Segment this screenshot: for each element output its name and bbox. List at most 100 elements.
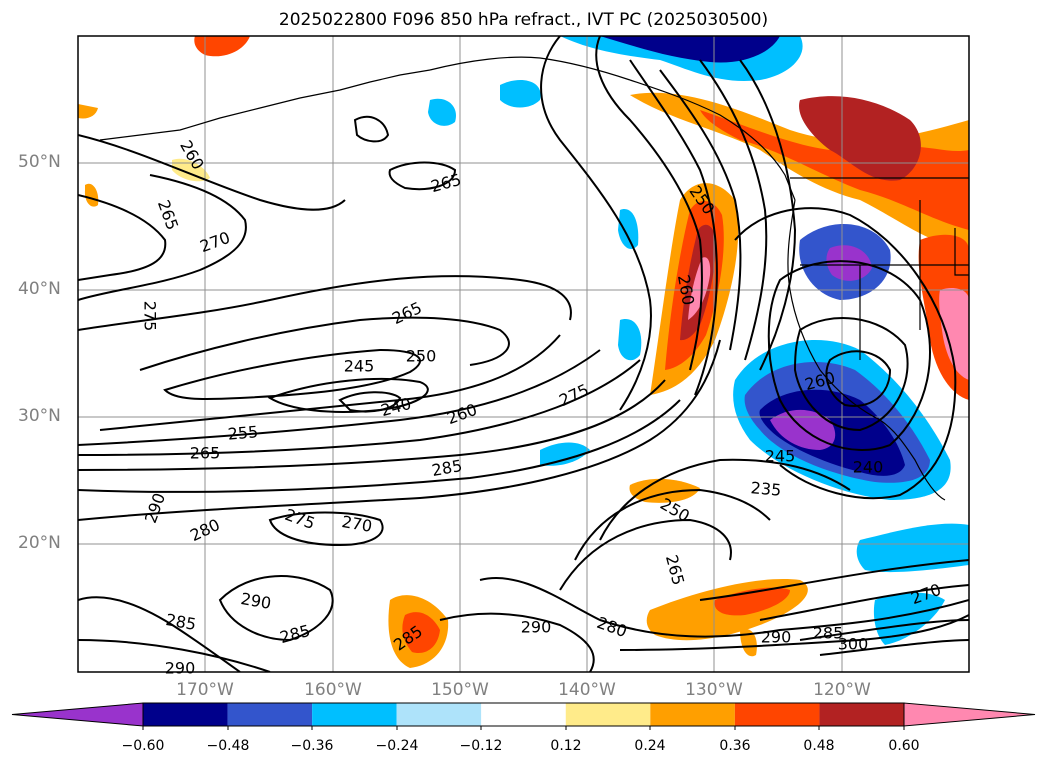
contour-label: 245 xyxy=(344,357,375,376)
colorbar-tick: 0.36 xyxy=(719,738,751,754)
shade-positive-small-3 xyxy=(84,183,99,207)
colorbar-bin xyxy=(227,703,313,726)
contour-line xyxy=(619,614,969,651)
map-frame xyxy=(77,35,970,673)
contour-line xyxy=(599,458,851,541)
colorbar-bin xyxy=(650,703,735,726)
contour-line xyxy=(734,207,957,500)
contour-label: 290 xyxy=(141,490,169,525)
shade-positive-north-inner xyxy=(700,110,969,230)
contour-line xyxy=(439,612,595,672)
lon-label-120: 120°W xyxy=(813,680,871,700)
contour-line xyxy=(139,316,510,371)
border-states xyxy=(800,200,969,360)
shade-negative-alaska-inner xyxy=(600,36,780,63)
shade-positive-small-5 xyxy=(402,612,440,654)
contour-line xyxy=(78,379,666,471)
contour-line xyxy=(99,334,561,431)
colorbar-tick: 0.48 xyxy=(803,738,835,754)
shade-negative-small-2 xyxy=(428,98,456,126)
colorbar-tick: −0.24 xyxy=(375,738,419,754)
colorbar-bin xyxy=(143,703,228,726)
contour-line xyxy=(353,115,390,143)
contour-line xyxy=(338,391,402,413)
shade-negative-interior-core xyxy=(826,245,872,281)
shade-negative-small-3 xyxy=(618,319,642,361)
lon-label-140: 140°W xyxy=(558,680,616,700)
contour-line xyxy=(78,174,247,301)
contour-line xyxy=(163,348,421,401)
colorbar-bin xyxy=(312,703,397,726)
ivt-shading xyxy=(78,36,969,668)
contour-label: 285 xyxy=(278,621,312,647)
colorbar-tick: 0.24 xyxy=(634,738,666,754)
contour-label: 290 xyxy=(165,659,196,678)
contour-label: 265 xyxy=(389,298,425,328)
contour-line xyxy=(799,619,969,641)
contour-line xyxy=(629,59,718,396)
lat-label-30: 30°N xyxy=(18,406,61,426)
colorbar-tick: −0.12 xyxy=(459,738,503,754)
contour-label: 265 xyxy=(190,444,221,463)
lon-label-150: 150°W xyxy=(431,680,489,700)
contour-line xyxy=(825,350,892,407)
contour-line xyxy=(78,134,346,211)
contour-label: 285 xyxy=(164,610,197,634)
shade-positive-east-core xyxy=(939,288,969,380)
contour-label: 260 xyxy=(444,400,479,428)
contour-label: 300 xyxy=(838,635,869,654)
refractivity-contours xyxy=(78,36,969,672)
contour-label: 265 xyxy=(429,170,463,196)
lat-label-50: 50°N xyxy=(18,152,61,172)
contour-line xyxy=(767,260,931,451)
lat-label-20: 20°N xyxy=(18,533,61,553)
colorbar-extend-high xyxy=(903,702,1036,727)
contour-line xyxy=(78,194,167,281)
shade-positive-small-2 xyxy=(172,158,210,182)
contour-label: 290 xyxy=(761,628,792,647)
contour-line xyxy=(78,639,271,672)
contour-label: 270 xyxy=(340,512,373,536)
colorbar-tick: 0.60 xyxy=(888,738,920,754)
contour-line xyxy=(78,349,601,446)
contour-label: 240 xyxy=(853,458,884,477)
contour-label: 280 xyxy=(594,613,629,641)
colorbar-tick: −0.36 xyxy=(290,738,334,754)
colorbar-extend-low xyxy=(11,702,144,727)
contour-label: 285 xyxy=(813,624,844,643)
colorbar-bin xyxy=(481,703,566,726)
coastline-aleutians xyxy=(99,69,431,141)
shade-negative-small-6 xyxy=(873,592,945,645)
contour-label: 250 xyxy=(406,347,437,366)
contour-line xyxy=(78,399,681,493)
contour-line xyxy=(218,575,334,642)
colorbar-bin xyxy=(819,703,904,726)
lat-label-40: 40°N xyxy=(18,279,61,299)
shade-positive-small-7 xyxy=(78,104,98,119)
shade-negative-small-4 xyxy=(540,442,590,466)
contour-line xyxy=(78,339,721,521)
contour-line xyxy=(78,275,572,331)
lon-label-130: 130°W xyxy=(685,680,743,700)
contour-label: 265 xyxy=(662,553,688,587)
coastline-bc xyxy=(629,79,796,201)
contour-line xyxy=(739,59,797,371)
lon-label-160: 160°W xyxy=(304,680,362,700)
contour-line xyxy=(759,584,969,621)
contour-line xyxy=(267,377,429,413)
contour-label: 290 xyxy=(239,589,272,613)
shade-positive-north xyxy=(630,92,969,250)
contour-line xyxy=(388,161,457,191)
contour-label: 275 xyxy=(141,301,160,332)
contour-line xyxy=(559,518,732,591)
shade-positive-small-1 xyxy=(194,36,250,57)
contour-line xyxy=(574,488,771,561)
colorbar-tick: −0.60 xyxy=(121,738,165,754)
colorbar-bin xyxy=(734,703,820,726)
shade-negative-small-7 xyxy=(618,209,639,250)
contour-line xyxy=(659,69,742,351)
shade-negative-small-5 xyxy=(856,523,969,573)
contour-line xyxy=(699,59,768,361)
lon-label-170: 170°W xyxy=(176,680,234,700)
